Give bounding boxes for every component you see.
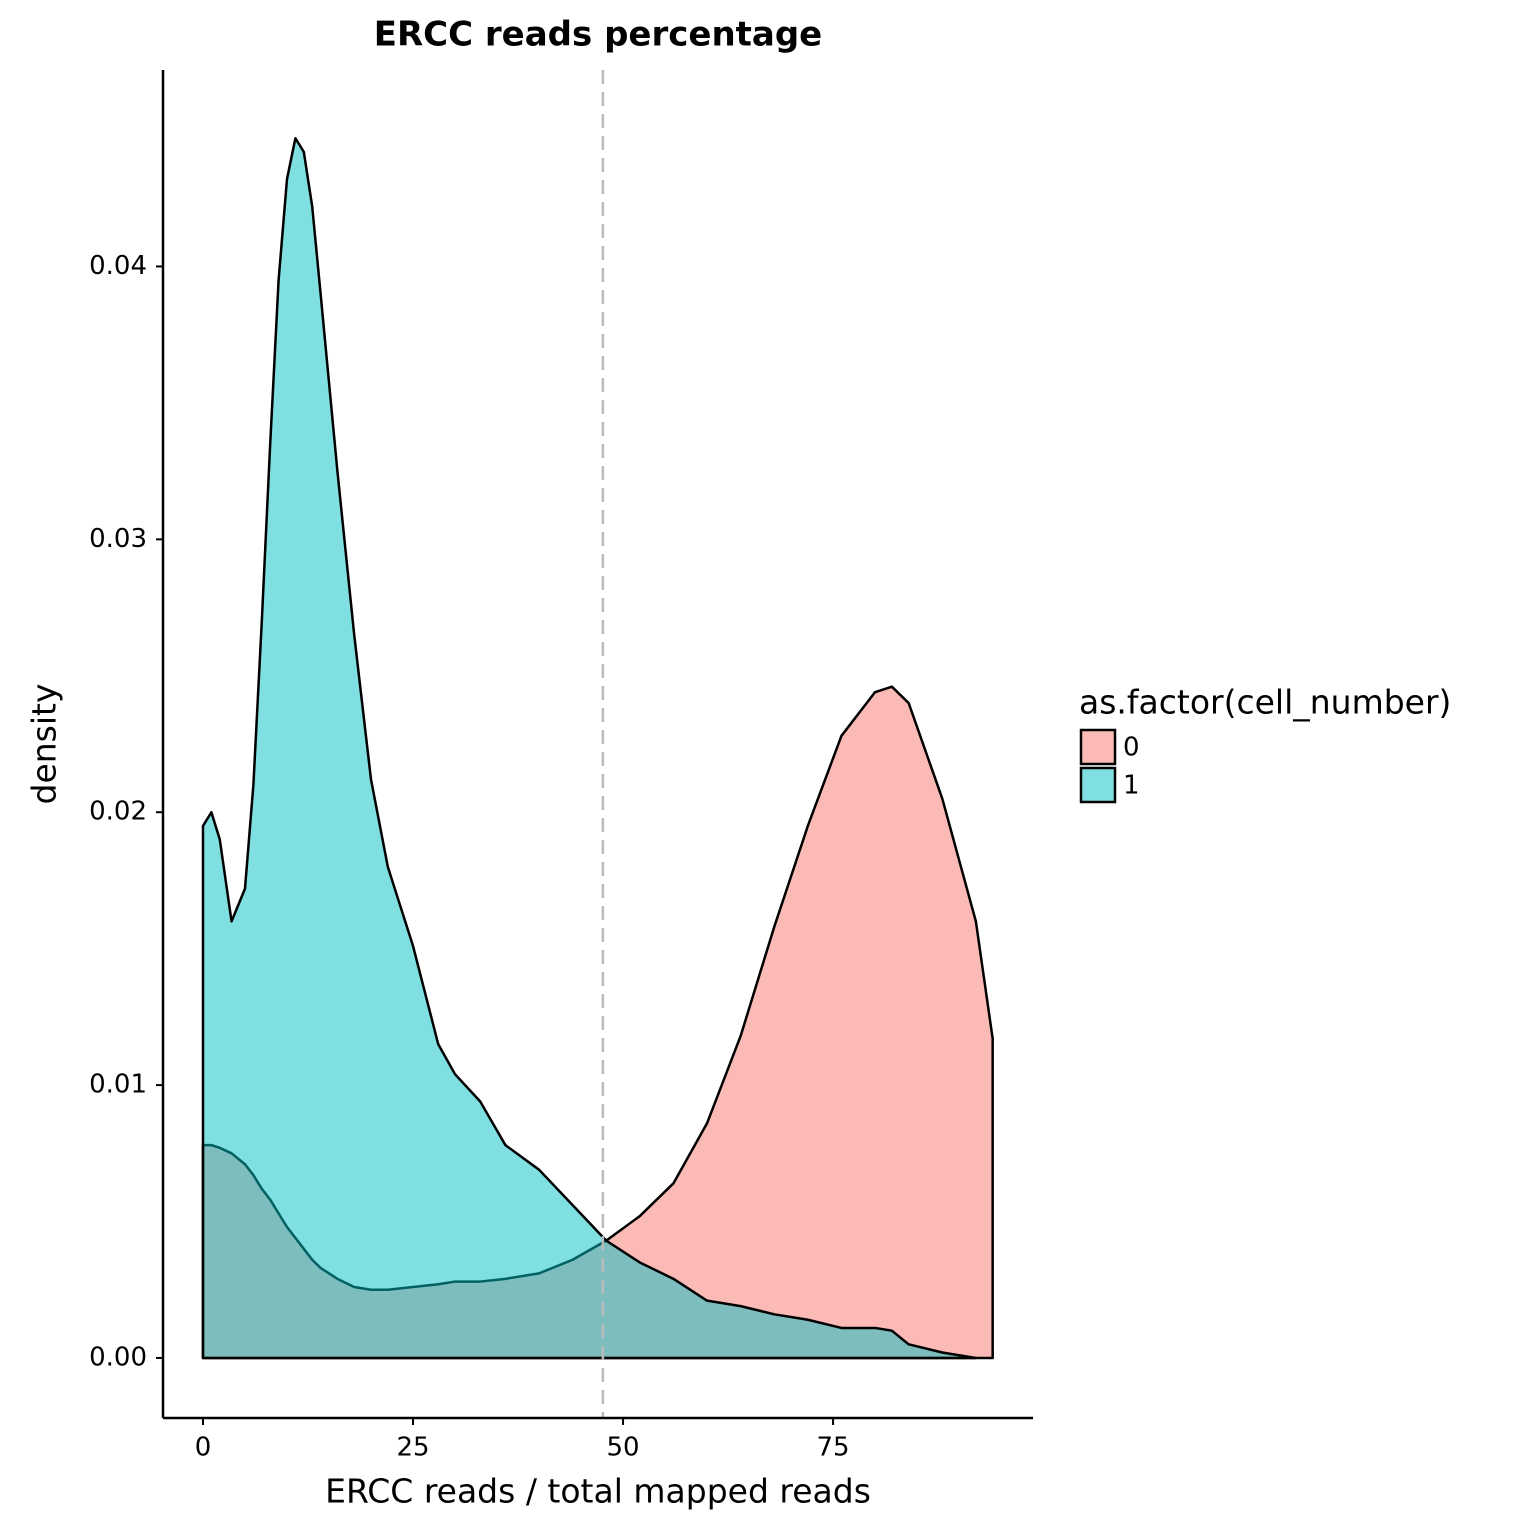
- x-tick-label: 0: [195, 1433, 212, 1463]
- y-tick-label: 0.01: [89, 1070, 147, 1100]
- y-axis-title: density: [25, 684, 64, 805]
- legend-label: 1: [1123, 771, 1140, 801]
- legend-label: 0: [1123, 733, 1140, 763]
- x-axis-title: ERCC reads / total mapped reads: [325, 1472, 871, 1511]
- chart-title: ERCC reads percentage: [374, 15, 823, 55]
- legend-title: as.factor(cell_number): [1079, 683, 1451, 722]
- y-tick-label: 0.03: [89, 524, 147, 554]
- x-tick-label: 25: [396, 1433, 429, 1463]
- legend-key: [1079, 766, 1117, 804]
- density-area: [201, 136, 978, 1360]
- x-tick-label: 50: [606, 1433, 639, 1463]
- legend-key: [1079, 728, 1117, 766]
- y-tick-label: 0.02: [89, 797, 147, 827]
- y-tick-label: 0.00: [89, 1342, 147, 1372]
- y-tick-label: 0.04: [89, 251, 147, 281]
- x-tick-label: 75: [817, 1433, 850, 1463]
